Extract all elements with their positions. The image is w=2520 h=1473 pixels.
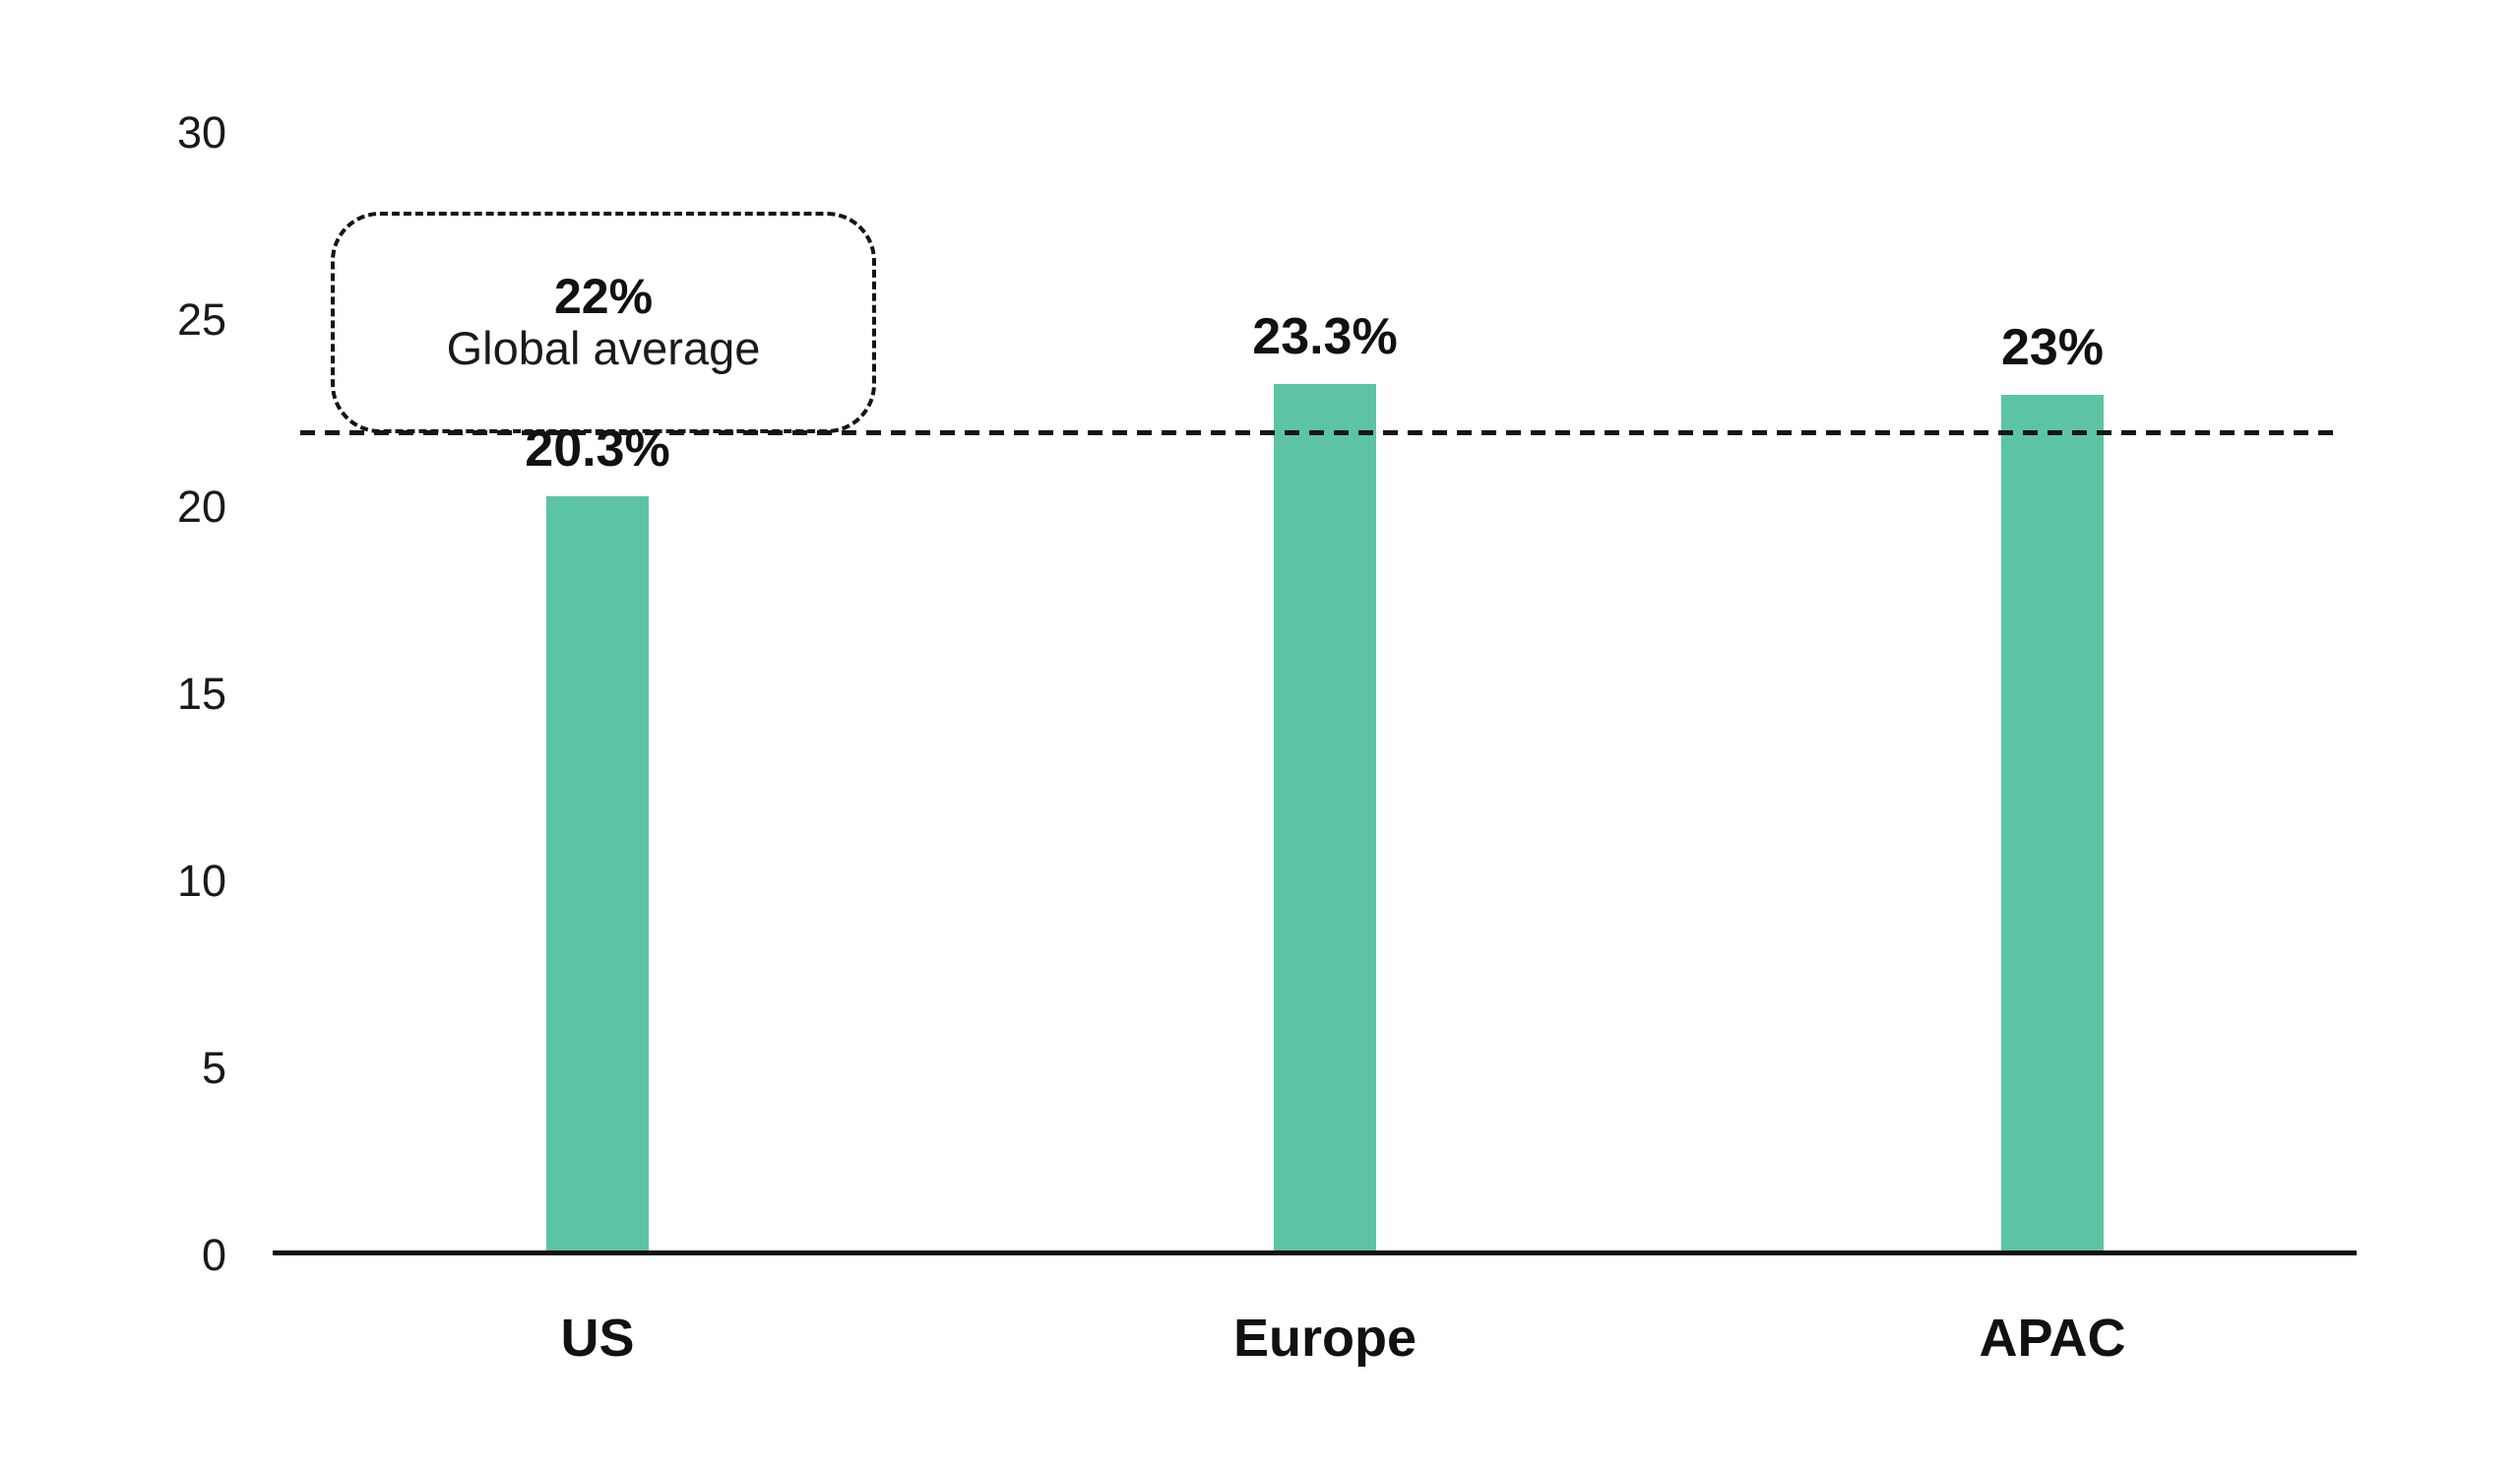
bar-apac — [2001, 395, 2104, 1255]
global-average-annotation-box: 22% Global average — [331, 212, 876, 433]
bar-europe — [1274, 383, 1376, 1255]
y-tick-label-15: 15 — [176, 669, 226, 719]
y-tick-label-0: 0 — [201, 1230, 226, 1280]
bar-us — [546, 495, 649, 1255]
category-label-europe: Europe — [1232, 1309, 1418, 1368]
value-label-europe: 23.3% — [1252, 307, 1398, 365]
global-average-dashed-line — [300, 430, 2338, 435]
y-tick-label-25: 25 — [176, 294, 226, 345]
plot-area: 20.3% 23.3% 23% 22% Global average — [273, 133, 2357, 1255]
category-label-us: US — [560, 1309, 635, 1368]
y-tick-label-10: 10 — [176, 856, 226, 906]
annotation-value: 22% — [553, 269, 654, 325]
value-label-apac: 23% — [2000, 319, 2105, 376]
y-tick-label-20: 20 — [176, 481, 226, 532]
y-tick-label-5: 5 — [201, 1043, 226, 1093]
category-label-apac: APAC — [1979, 1309, 2126, 1368]
y-tick-label-30: 30 — [176, 107, 226, 158]
x-axis-line — [273, 1250, 2357, 1255]
annotation-label: Global average — [446, 321, 761, 374]
